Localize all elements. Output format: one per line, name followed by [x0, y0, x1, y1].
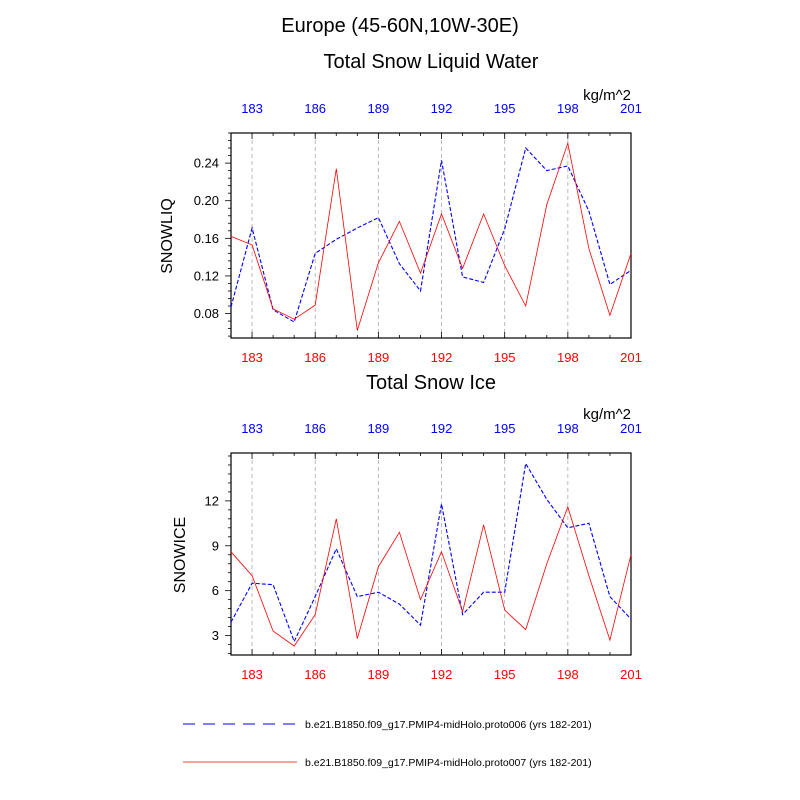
x-tick-label-top-snowliq: 186 [304, 101, 326, 116]
x-tick-label-bottom-snowice: 183 [241, 667, 263, 682]
x-tick-label-top-snowice: 186 [304, 421, 326, 436]
y-tick-label-snowice: 3 [212, 628, 219, 643]
x-tick-label-top-snowice: 192 [431, 421, 453, 436]
x-tick-label-top-snowice: 189 [368, 421, 390, 436]
x-tick-label-bottom-snowliq: 186 [304, 350, 326, 365]
series-line-snowliq-proto007 [230, 141, 632, 331]
y-tick-label-snowliq: 0.08 [194, 306, 219, 321]
series-line-snowice-proto006 [230, 461, 632, 643]
y-axis-label-snowliq: SNOWLIQ [159, 198, 176, 274]
series-line-snowice-proto007 [230, 505, 632, 647]
x-tick-label-top-snowliq: 195 [494, 101, 516, 116]
y-tick-label-snowliq: 0.12 [194, 268, 219, 283]
plot-frame-snowliq [230, 132, 632, 339]
series-line-snowliq-proto006 [230, 146, 632, 323]
x-tick-label-top-snowice: 198 [557, 421, 579, 436]
x-tick-label-top-snowliq: 198 [557, 101, 579, 116]
x-tick-label-bottom-snowice: 189 [368, 667, 390, 682]
plot-frame-snowice [230, 452, 632, 656]
x-tick-label-top-snowliq: 201 [620, 101, 642, 116]
x-tick-label-top-snowice: 195 [494, 421, 516, 436]
units-label-snowice: kg/m^2 [583, 406, 631, 423]
panel-title-snowliq: Total Snow Liquid Water [324, 51, 539, 73]
x-tick-label-bottom-snowliq: 189 [368, 350, 390, 365]
x-tick-label-bottom-snowliq: 198 [557, 350, 579, 365]
x-tick-label-bottom-snowice: 186 [304, 667, 326, 682]
page-title: Europe (45-60N,10W-30E) [281, 15, 519, 37]
x-tick-label-bottom-snowliq: 201 [620, 350, 642, 365]
x-tick-label-top-snowliq: 183 [241, 101, 263, 116]
y-axis-label-snowice: SNOWICE [172, 517, 189, 593]
x-tick-label-bottom-snowliq: 192 [431, 350, 453, 365]
x-tick-label-bottom-snowice: 192 [431, 667, 453, 682]
x-tick-label-top-snowliq: 192 [431, 101, 453, 116]
panel-title-snowice: Total Snow Ice [366, 372, 496, 394]
plot-layer: 183 183 186 186 189 189 192 192 195 195 198 198 201 2… [194, 101, 642, 682]
x-tick-label-top-snowice: 183 [241, 421, 263, 436]
x-tick-label-top-snowliq: 189 [368, 101, 390, 116]
y-tick-label-snowliq: 0.20 [194, 193, 219, 208]
x-tick-label-bottom-snowice: 195 [494, 667, 516, 682]
x-tick-label-top-snowice: 201 [620, 421, 642, 436]
y-tick-label-snowice: 6 [212, 583, 219, 598]
x-tick-label-bottom-snowliq: 195 [494, 350, 516, 365]
legend-label-proto007: b.e21.B1850.f09_g17.PMIP4-midHolo.proto0… [305, 757, 592, 769]
y-tick-label-snowliq: 0.24 [194, 156, 219, 171]
legend-label-proto006: b.e21.B1850.f09_g17.PMIP4-midHolo.proto0… [305, 719, 592, 731]
x-tick-label-bottom-snowice: 198 [557, 667, 579, 682]
y-tick-label-snowliq: 0.16 [194, 231, 219, 246]
y-tick-label-snowice: 9 [212, 538, 219, 553]
x-tick-label-bottom-snowliq: 183 [241, 350, 263, 365]
x-tick-label-bottom-snowice: 201 [620, 667, 642, 682]
y-tick-label-snowice: 12 [205, 493, 219, 508]
units-label-snowliq: kg/m^2 [583, 87, 631, 104]
